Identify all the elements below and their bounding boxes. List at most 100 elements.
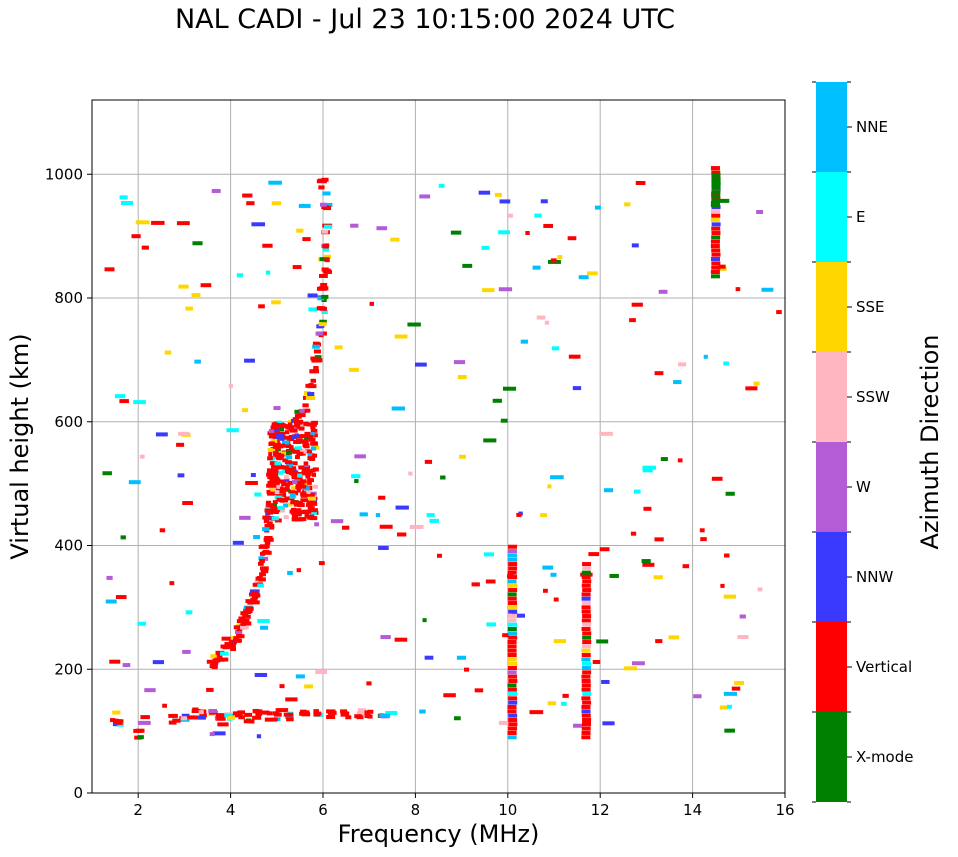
spread-f-echo bbox=[292, 466, 297, 471]
spread-f-echo bbox=[277, 443, 286, 448]
spread-f-echo bbox=[308, 496, 316, 501]
trace-echo bbox=[242, 614, 251, 619]
background-echo bbox=[318, 561, 325, 566]
trace-echo bbox=[322, 247, 330, 252]
spread-f-echo bbox=[288, 467, 295, 472]
spread-f-echo bbox=[296, 451, 304, 456]
background-echo bbox=[719, 198, 730, 203]
background-echo bbox=[474, 688, 484, 693]
column-echo bbox=[507, 549, 517, 554]
background-echo bbox=[212, 731, 226, 736]
trace-echo bbox=[238, 616, 246, 621]
column-echo bbox=[508, 601, 518, 606]
spread-f-echo bbox=[270, 488, 275, 493]
column-echo bbox=[581, 704, 591, 709]
spread-f-echo bbox=[294, 512, 302, 517]
background-echo bbox=[724, 553, 730, 558]
column-echo bbox=[582, 700, 592, 705]
background-echo bbox=[211, 188, 221, 193]
column-echo bbox=[582, 635, 592, 640]
background-echo bbox=[631, 661, 645, 666]
trace-echo bbox=[224, 713, 235, 718]
column-echo bbox=[508, 692, 518, 696]
x-tick-label: 4 bbox=[226, 801, 236, 819]
trace-echo bbox=[253, 600, 260, 605]
background-echo bbox=[380, 635, 391, 640]
background-echo bbox=[128, 480, 141, 485]
trace-echo bbox=[321, 205, 329, 210]
background-echo bbox=[422, 618, 427, 623]
spread-f-echo bbox=[304, 509, 312, 514]
spread-f-echo bbox=[295, 501, 304, 506]
background-echo bbox=[492, 398, 502, 403]
trace-echo bbox=[266, 483, 276, 488]
background-echo bbox=[378, 545, 389, 550]
spread-f-echo bbox=[307, 453, 313, 458]
trace-echo bbox=[316, 324, 324, 329]
column-echo bbox=[582, 670, 592, 675]
column-echo bbox=[711, 261, 721, 266]
background-echo bbox=[464, 667, 470, 672]
trace-echo bbox=[367, 709, 374, 714]
background-echo bbox=[244, 358, 255, 363]
background-echo bbox=[275, 708, 289, 713]
spread-f-echo bbox=[299, 449, 307, 454]
spread-f-echo bbox=[306, 469, 313, 474]
trace-echo bbox=[319, 319, 327, 324]
background-echo bbox=[453, 360, 466, 365]
background-echo bbox=[138, 720, 151, 725]
trace-echo bbox=[192, 707, 199, 712]
background-echo bbox=[394, 637, 408, 642]
background-echo bbox=[397, 532, 407, 537]
trace-echo bbox=[216, 716, 226, 721]
column-echo bbox=[581, 575, 591, 580]
background-echo bbox=[209, 732, 215, 737]
background-echo bbox=[112, 710, 121, 715]
spread-f-echo bbox=[296, 482, 304, 487]
column-echo bbox=[508, 575, 518, 580]
column-echo bbox=[581, 696, 591, 701]
trace-echo bbox=[224, 642, 233, 647]
trace-echo bbox=[321, 310, 328, 315]
column-echo bbox=[581, 722, 591, 727]
colorbar-tick-label: SSE bbox=[856, 298, 885, 316]
background-echo bbox=[292, 265, 302, 270]
background-echo bbox=[572, 386, 582, 391]
column-echo bbox=[581, 644, 591, 649]
background-echo bbox=[725, 491, 735, 496]
background-echo bbox=[500, 418, 508, 423]
spread-f-echo bbox=[267, 474, 274, 479]
spread-f-echo bbox=[277, 431, 286, 436]
column-echo bbox=[581, 679, 591, 684]
spread-f-echo bbox=[286, 437, 295, 442]
background-echo bbox=[271, 201, 282, 206]
trace-echo bbox=[323, 224, 333, 229]
trace-echo bbox=[272, 711, 280, 716]
spread-f-echo bbox=[310, 432, 315, 437]
colorbar-tick-label: X-mode bbox=[856, 748, 913, 766]
spread-f-echo bbox=[310, 422, 317, 427]
spread-f-echo bbox=[272, 480, 279, 485]
background-echo bbox=[456, 655, 467, 660]
column-echo bbox=[581, 735, 591, 740]
spread-f-echo bbox=[275, 420, 283, 425]
spread-f-echo bbox=[284, 477, 290, 482]
background-echo bbox=[176, 442, 185, 447]
spread-f-echo bbox=[290, 500, 299, 505]
spread-f-echo bbox=[298, 426, 305, 431]
y-axis-label: Virtual height (km) bbox=[6, 333, 34, 559]
background-echo bbox=[407, 322, 421, 327]
background-echo bbox=[629, 318, 636, 323]
column-echo bbox=[711, 222, 721, 227]
background-echo bbox=[550, 258, 557, 263]
background-echo bbox=[756, 210, 764, 215]
trace-echo bbox=[267, 521, 273, 526]
trace-echo bbox=[313, 342, 322, 347]
colorbar-segment-nne bbox=[816, 82, 847, 172]
background-echo bbox=[596, 639, 609, 644]
spread-f-echo bbox=[306, 492, 315, 497]
trace-echo bbox=[137, 735, 144, 740]
column-echo bbox=[711, 194, 721, 199]
spread-f-echo bbox=[297, 473, 303, 478]
background-echo bbox=[718, 264, 726, 269]
